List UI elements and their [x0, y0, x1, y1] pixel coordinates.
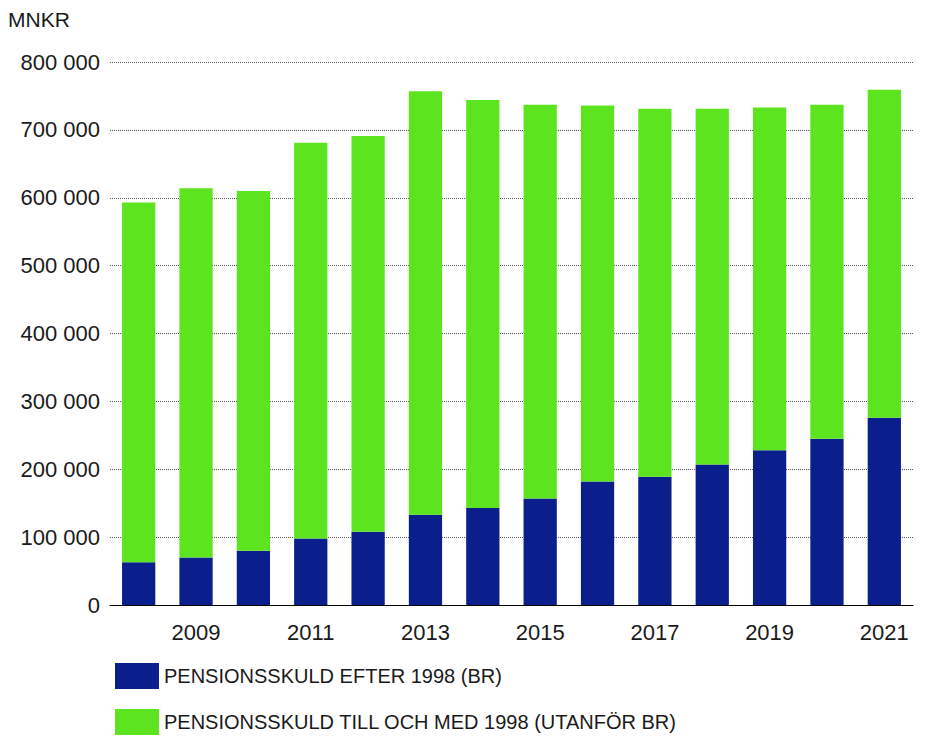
svg-text:PENSIONSSKULD EFTER 1998 (BR): PENSIONSSKULD EFTER 1998 (BR) [164, 665, 502, 687]
svg-text:PENSIONSSKULD TILL OCH MED 199: PENSIONSSKULD TILL OCH MED 1998 (UTANFÖR… [164, 711, 676, 733]
svg-text:2021: 2021 [860, 620, 909, 645]
svg-text:800 000: 800 000 [20, 50, 100, 75]
svg-text:2013: 2013 [401, 620, 450, 645]
svg-text:700 000: 700 000 [20, 117, 100, 142]
svg-text:2017: 2017 [630, 620, 679, 645]
svg-text:600 000: 600 000 [20, 185, 100, 210]
svg-text:500 000: 500 000 [20, 253, 100, 278]
svg-text:MNKR: MNKR [8, 8, 70, 31]
svg-text:300 000: 300 000 [20, 389, 100, 414]
svg-text:200 000: 200 000 [20, 457, 100, 482]
svg-text:0: 0 [88, 593, 100, 618]
svg-text:400 000: 400 000 [20, 321, 100, 346]
svg-text:2015: 2015 [516, 620, 565, 645]
svg-text:2009: 2009 [172, 620, 221, 645]
svg-text:2011: 2011 [287, 620, 334, 645]
svg-text:100 000: 100 000 [20, 525, 100, 550]
svg-text:2019: 2019 [745, 620, 794, 645]
